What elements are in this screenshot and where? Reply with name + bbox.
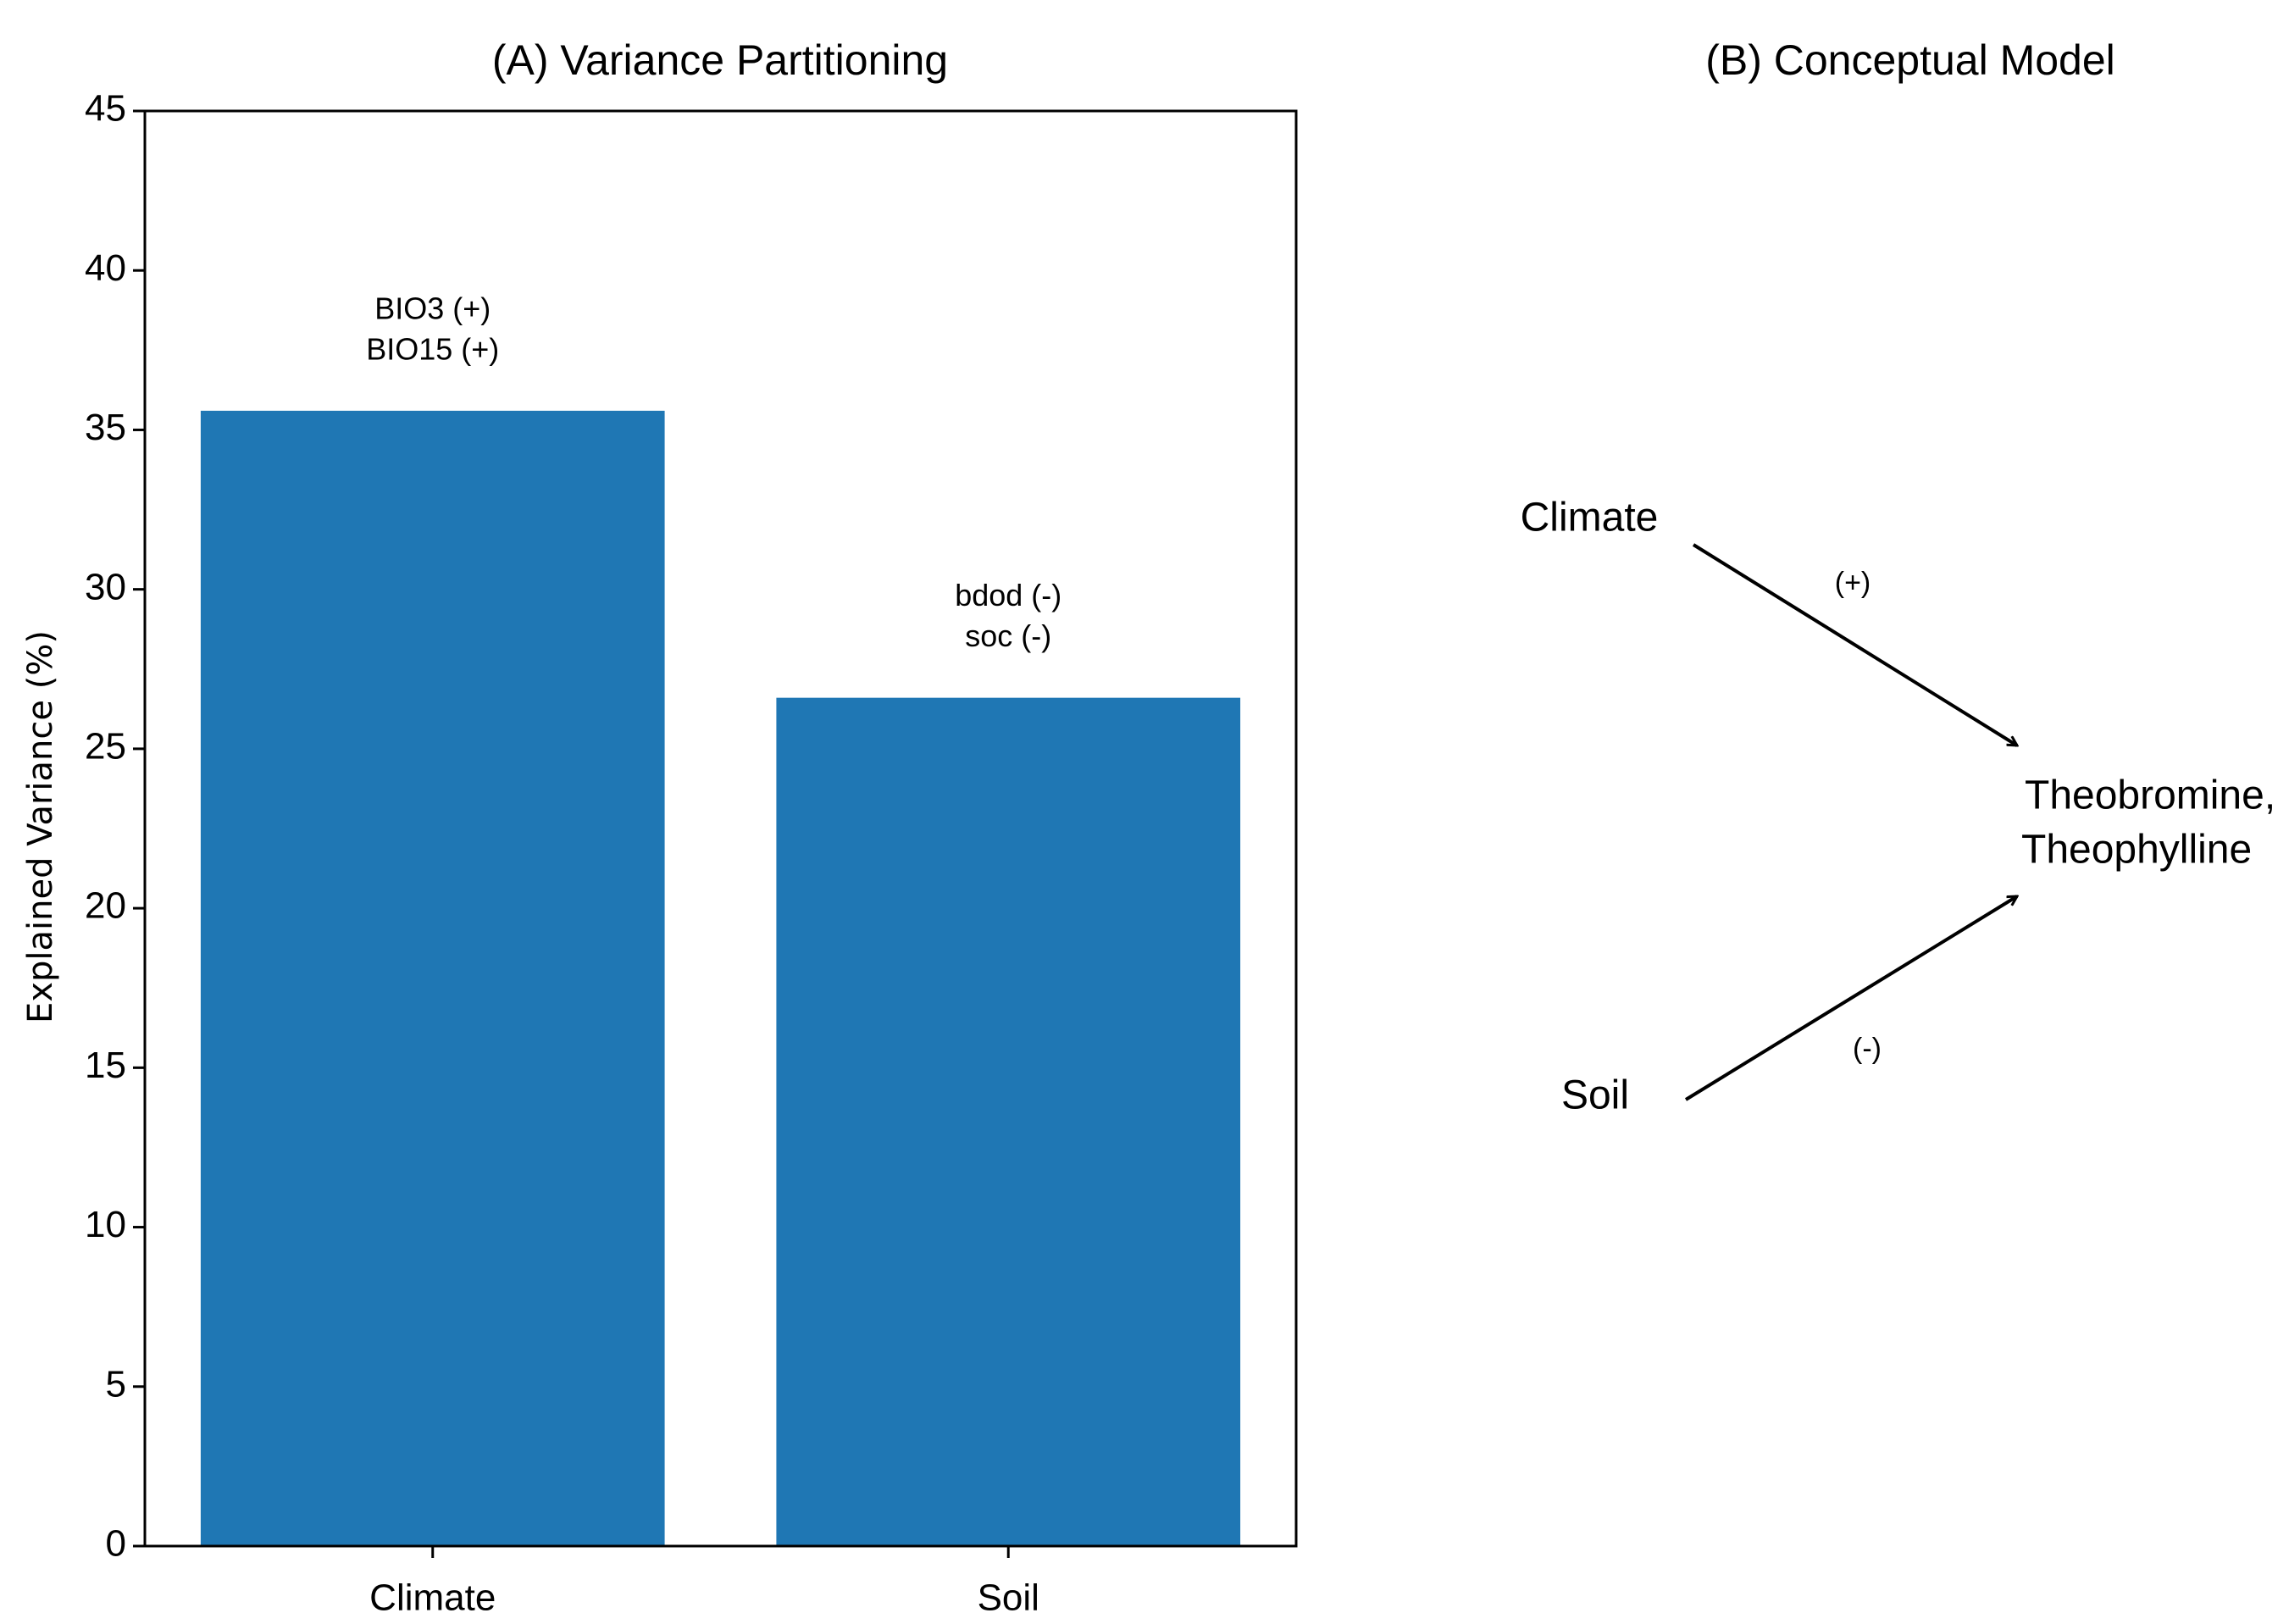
- y-tick-label: 15: [85, 1045, 126, 1086]
- y-tick-label: 10: [85, 1204, 126, 1245]
- diagram-title: (B) Conceptual Model: [1705, 36, 2115, 84]
- x-tick-label: Climate: [369, 1577, 496, 1619]
- y-tick-label: 40: [85, 247, 126, 289]
- bar: [776, 697, 1241, 1546]
- node-label: Soil: [1561, 1073, 1629, 1118]
- node-label: Theobromine,: [2025, 773, 2275, 818]
- bar-annotation: BIO15 (+): [366, 331, 499, 366]
- y-tick-label: 5: [106, 1363, 126, 1405]
- y-tick-label: 35: [85, 407, 126, 448]
- chart-title: (A) Variance Partitioning: [492, 36, 948, 84]
- y-tick-label: 45: [85, 88, 126, 130]
- y-tick-label: 25: [85, 726, 126, 768]
- bar: [200, 410, 665, 1546]
- edge-label: (+): [1835, 567, 1871, 599]
- node-label: Climate: [1521, 496, 1659, 540]
- x-tick-label: Soil: [978, 1577, 1039, 1619]
- axes-frame: [143, 109, 1298, 1548]
- y-axis-label: Explained Variance (%): [21, 630, 60, 1023]
- y-tick-label: 30: [85, 566, 126, 607]
- y-tick-label: 0: [106, 1523, 126, 1565]
- bar-annotation: soc (-): [965, 618, 1051, 653]
- bar-annotation: BIO3 (+): [374, 291, 490, 325]
- edge-label: (-): [1853, 1033, 1882, 1065]
- bar-annotation: bdod (-): [955, 578, 1061, 612]
- y-tick-label: 20: [85, 885, 126, 927]
- node-label: Theophylline: [2021, 828, 2252, 873]
- edge-arrow: [1684, 895, 2017, 1101]
- edge-arrow: [1692, 543, 2017, 747]
